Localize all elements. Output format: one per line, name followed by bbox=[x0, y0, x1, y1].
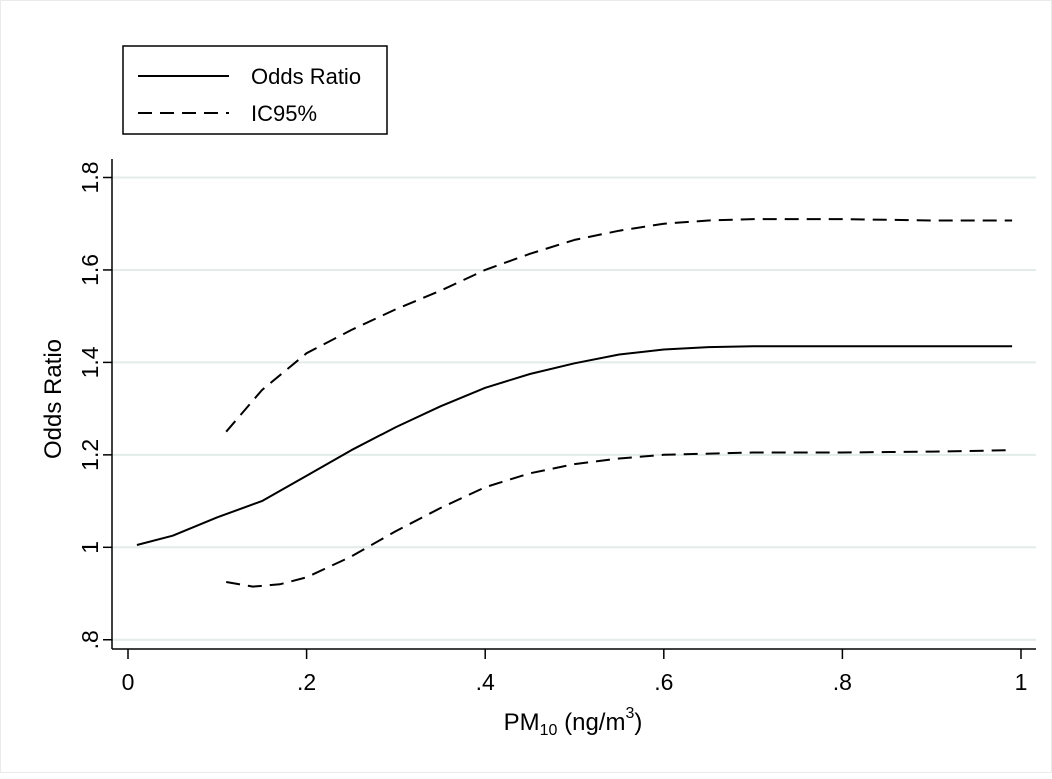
x-tick-label: .4 bbox=[476, 669, 495, 695]
x-tick-label: .8 bbox=[833, 669, 852, 695]
y-tick-label: 1.4 bbox=[77, 346, 103, 378]
y-tick-label: 1.8 bbox=[77, 161, 103, 193]
legend-box bbox=[122, 45, 388, 135]
axes-layer bbox=[103, 159, 1036, 659]
legend-label-odds-ratio: Odds Ratio bbox=[251, 64, 361, 89]
ic95-lower-line bbox=[226, 449, 1013, 588]
y-tick-label: 1.6 bbox=[77, 254, 103, 286]
odds-ratio-line bbox=[136, 345, 1013, 546]
x-tick-label: 1 bbox=[1015, 669, 1028, 695]
x-axis-title-subscript: 10 bbox=[540, 722, 558, 739]
x-tick-label: .2 bbox=[297, 669, 316, 695]
y-tick-label: .8 bbox=[77, 630, 103, 649]
series-layer bbox=[136, 218, 1013, 588]
grid-layer bbox=[112, 176, 1036, 641]
y-axis-title: Odds Ratio bbox=[40, 339, 67, 459]
legend-label-ic95: IC95% bbox=[251, 101, 317, 126]
y-tick-label: 1 bbox=[77, 541, 103, 554]
x-axis-title-close: ) bbox=[634, 709, 642, 736]
y-tick-label: 1.2 bbox=[77, 439, 103, 471]
x-axis-title-main: PM bbox=[504, 709, 540, 736]
ic95-upper-line bbox=[225, 218, 1013, 433]
x-axis-title-superscript: 3 bbox=[625, 705, 634, 722]
x-axis-title-unit: (ng/m bbox=[557, 709, 625, 736]
legend: Odds Ratio IC95% bbox=[122, 45, 388, 135]
x-tick-label: 0 bbox=[122, 669, 135, 695]
labels-layer: Odds Ratio PM10 (ng/m3) .811.21.41.61.80… bbox=[40, 161, 1027, 739]
x-tick-label: .6 bbox=[654, 669, 673, 695]
x-axis-title: PM10 (ng/m3) bbox=[504, 705, 643, 739]
